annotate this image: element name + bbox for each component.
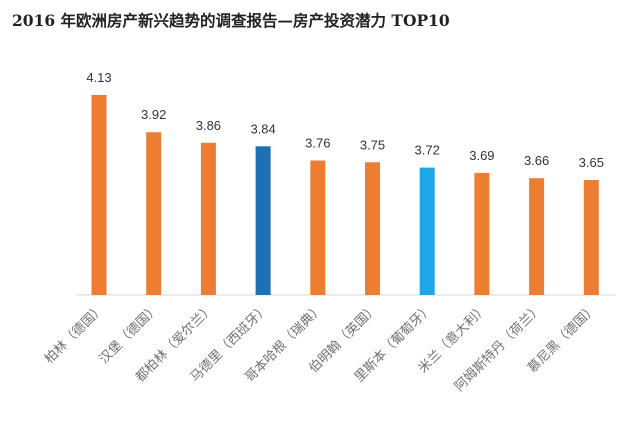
value-label-1: 4.13 [86,70,111,85]
bar-4 [255,146,271,295]
value-label-4: 3.84 [250,121,275,136]
bar-1 [91,95,107,295]
bar-8 [474,172,490,295]
bar-7 [419,167,435,295]
value-label-3: 3.86 [196,118,221,133]
bar-6 [365,162,380,295]
value-label-9: 3.66 [524,153,549,168]
bars-group [91,95,599,295]
value-label-10: 3.65 [579,155,604,170]
chart-title: 2016 年欧洲房产新兴趋势的调查报告—房产投资潜力 TOP10 [12,11,450,30]
value-label-6: 3.75 [360,137,385,152]
value-label-2: 3.92 [141,107,166,122]
value-label-7: 3.72 [415,143,440,158]
category-labels-group: 柏林（德国）汉堡（德国）都柏林（爱尔兰）马德里（西班牙）哥本哈根（瑞典）伯明翰（… [42,301,600,395]
bar-10 [583,180,599,295]
bar-9 [529,178,545,295]
value-label-8: 3.69 [469,148,494,163]
bar-5 [310,160,326,295]
bar-2 [146,132,162,295]
value-label-5: 3.76 [305,136,330,151]
value-labels-group: 4.13 3.92 3.86 3.84 3.76 3.75 3.72 3.69 3.66 3.65 [86,70,604,170]
bar-3 [200,142,216,295]
